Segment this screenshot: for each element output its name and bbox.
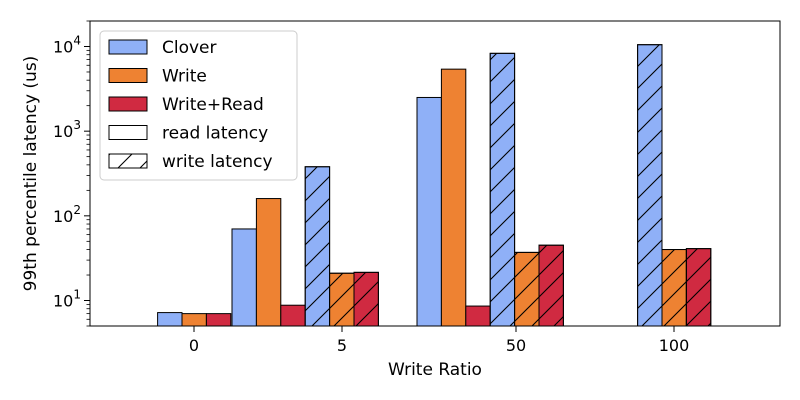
y-axis: 101 102 103 104 — [53, 20, 90, 327]
bar-write-read-read-5 — [280, 304, 306, 327]
bar-clover-write-100-hatch — [637, 44, 663, 327]
y-tick-label: 104 — [53, 33, 81, 56]
legend-label: Write — [162, 67, 207, 87]
x-tick-label: 50 — [506, 336, 526, 355]
y-tick-label: 103 — [53, 118, 81, 141]
legend-swatch-hatch — [108, 153, 148, 169]
legend-label: Clover — [162, 38, 217, 58]
bar-clover-read-5 — [231, 228, 257, 327]
bar-clover-read-50 — [416, 96, 442, 327]
x-axis: 0 5 50 100 — [189, 326, 689, 355]
bar-write-read-50 — [440, 68, 467, 327]
bar-write-write-100-hatch — [661, 249, 687, 327]
y-tick-label: 101 — [53, 288, 81, 311]
legend-swatch — [108, 39, 148, 55]
bar-write-write-50-hatch — [514, 251, 540, 327]
legend-box — [99, 30, 298, 181]
bar-write-read-read-0 — [205, 313, 232, 327]
bar-write-read-write-5-hatch — [353, 271, 379, 327]
legend-label: Write+Read — [162, 95, 264, 115]
legend-swatch — [108, 96, 148, 112]
y-axis-label: 99th percentile latency (us) — [21, 56, 41, 292]
legend-swatch — [108, 125, 148, 140]
bar-write-write-5-hatch — [329, 272, 355, 327]
x-tick-label: 100 — [659, 336, 690, 355]
bar-write-read-write-50-hatch — [538, 244, 564, 327]
bar-write-read-0 — [181, 313, 207, 327]
x-axis-label: Write Ratio — [388, 360, 482, 380]
x-tick-label: 5 — [337, 336, 347, 355]
x-tick-label: 0 — [189, 336, 199, 355]
legend-label: read latency — [162, 124, 268, 144]
legend-label: write latency — [162, 152, 273, 172]
bar-clover-read-0 — [157, 312, 183, 327]
plot-frame — [89, 20, 781, 327]
bar-write-read-write-100-hatch — [685, 248, 712, 327]
legend: Clover Write Write+Read read latency write l… — [99, 30, 298, 181]
bar-clover-write-5-hatch — [304, 166, 331, 327]
bar-clover-write-50-hatch — [489, 52, 516, 327]
bars-layer — [157, 44, 712, 327]
bar-write-read-read-50 — [465, 305, 491, 327]
bar-write-read-5 — [255, 198, 282, 327]
y-tick-label: 102 — [53, 203, 81, 226]
legend-swatch — [108, 68, 148, 83]
